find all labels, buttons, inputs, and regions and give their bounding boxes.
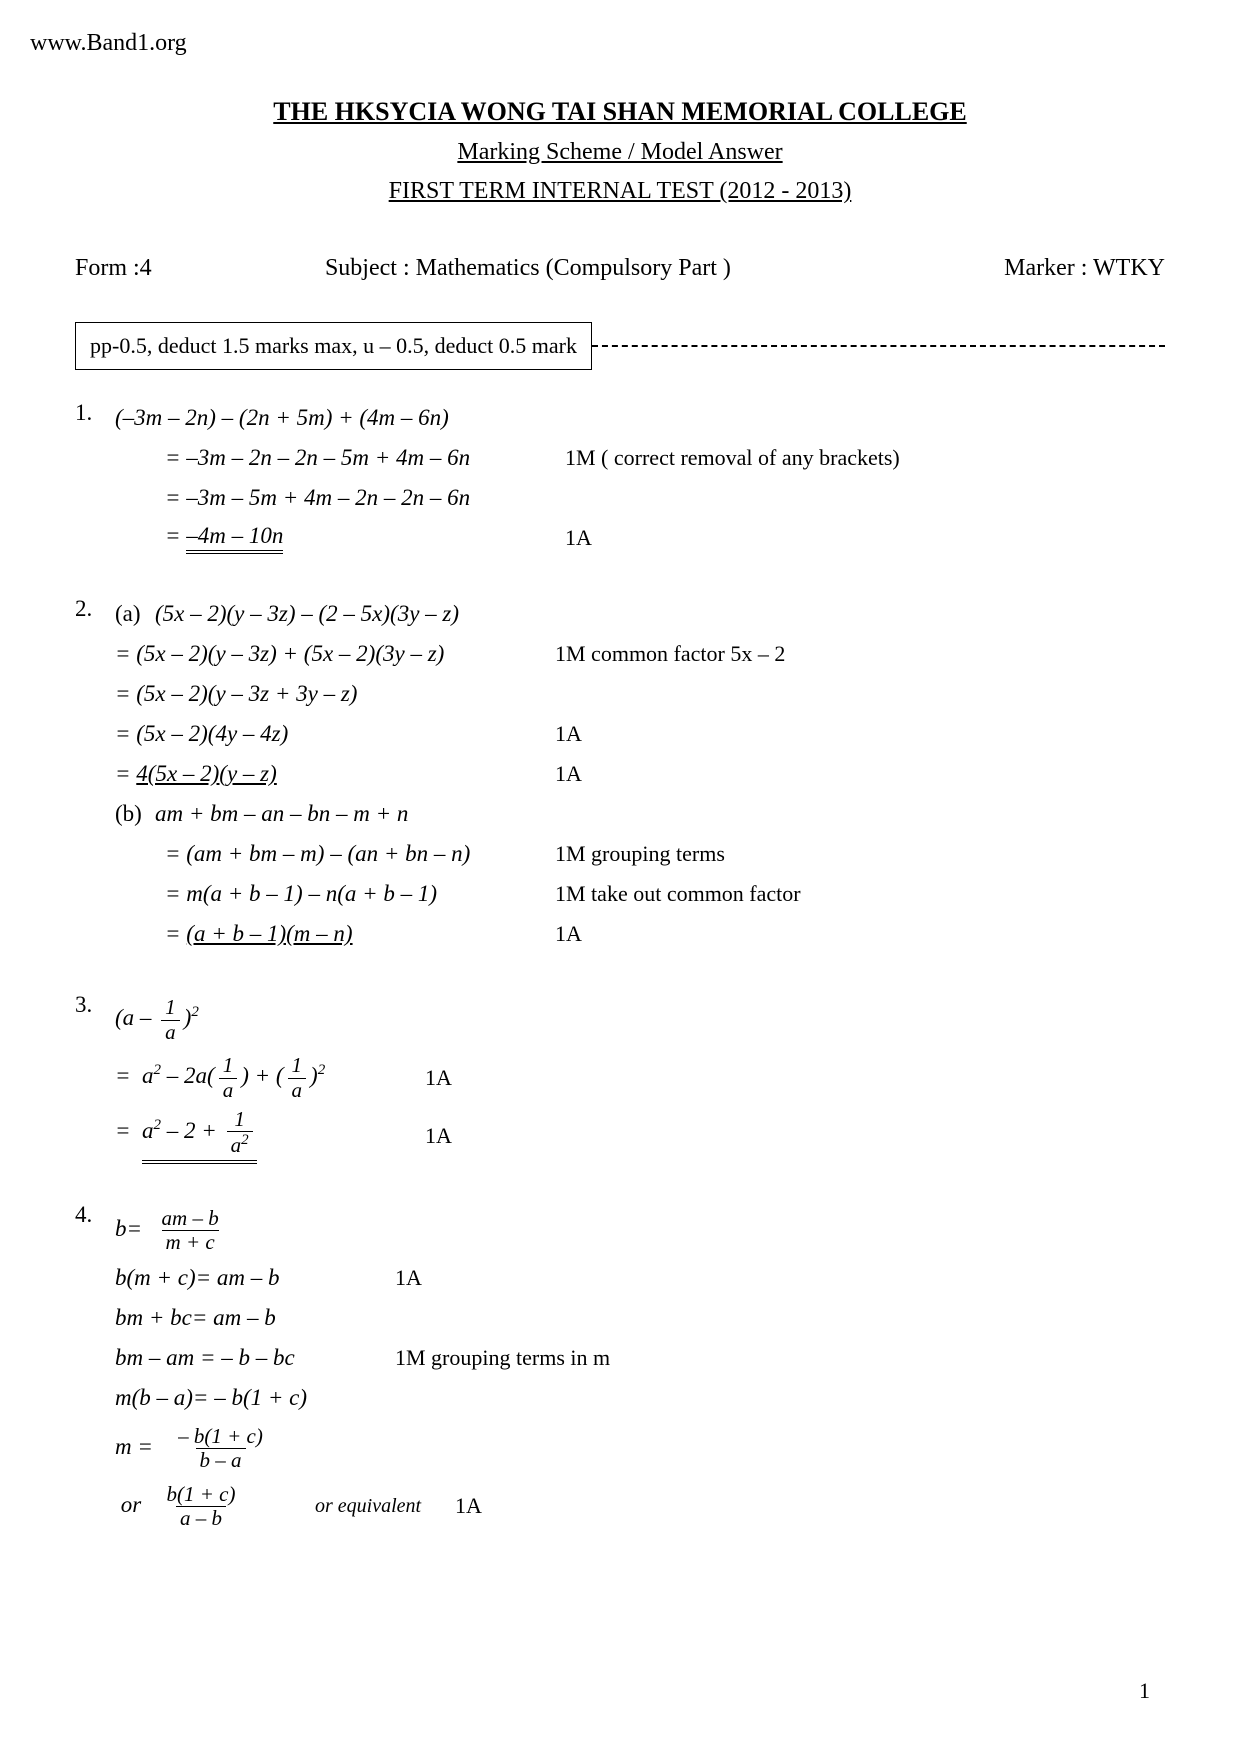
q2a-mark4: 1A	[555, 721, 582, 747]
q4-line2: b(m + c)= am – b	[115, 1265, 395, 1291]
q2a-mark5: 1A	[555, 761, 582, 787]
q4-line3: bm + bc= am – b	[115, 1305, 515, 1331]
q4-num: 4.	[75, 1202, 115, 1536]
question-2: 2. (a)(5x – 2)(y – 3z) – (2 – 5x)(3y – z…	[75, 596, 1165, 956]
q2a-line3: = (5x – 2)(y – 3z + 3y – z)	[115, 681, 515, 707]
note-row: pp-0.5, deduct 1.5 marks max, u – 0.5, d…	[75, 322, 1165, 370]
q2a-line4: = (5x – 2)(4y – 4z)	[115, 721, 555, 747]
q3-num: 3.	[75, 992, 115, 1166]
q2b-line3: = m(a + b – 1) – n(a + b – 1)	[165, 881, 555, 907]
q4-f1d: m + c	[162, 1230, 219, 1254]
q1-line1: (–3m – 2n) – (2n + 5m) + (4m – 6n)	[115, 405, 515, 431]
q2-num: 2.	[75, 596, 115, 956]
q4-m4t: 1M grouping terms in m	[395, 1345, 610, 1370]
q3-f1n: 1	[161, 996, 180, 1019]
q4-mpre: m =	[115, 1433, 153, 1458]
q4-eq: =	[127, 1215, 143, 1240]
watermark: www.Band1.org	[30, 30, 1165, 57]
q1-line2: = –3m – 2n – 2n – 5m + 4m – 6n	[165, 445, 565, 471]
q2b-line1: am + bm – an – bn – m + n	[155, 801, 555, 827]
q1-mark4: 1A	[565, 525, 592, 551]
meta-subject: Subject : Mathematics (Compulsory Part )	[325, 255, 731, 282]
q3-mark2: 1A	[425, 1065, 452, 1091]
q2b-l4pre: =	[165, 921, 186, 946]
meta-marker: Marker : WTKY	[1004, 255, 1165, 282]
meta-form: Form :4	[75, 255, 152, 282]
subtitle-scheme: Marking Scheme / Model Answer	[75, 139, 1165, 166]
q1-mark2: 1M ( correct removal of any brackets)	[565, 445, 900, 471]
q2b-line4: = (a + b – 1)(m – n)	[165, 921, 555, 947]
q4-line7: or b(1 + c)a – b	[115, 1483, 315, 1530]
q4-mark4: 1M grouping terms in m	[395, 1345, 610, 1371]
q2b-mark2: 1M grouping terms	[555, 841, 725, 867]
q4-marklast: 1A	[455, 1493, 482, 1519]
q2b-mark3: 1M take out common factor	[555, 881, 801, 907]
q2b-line2: = (am + bm – m) – (an + bn – n)	[165, 841, 555, 867]
q4-b: b	[115, 1215, 127, 1240]
q2a-l5ans: 4(5x – 2)(y – z)	[136, 761, 277, 786]
q4-or: or	[121, 1491, 141, 1516]
q3-line1: (a – 1a)2	[115, 996, 199, 1043]
q4-equiv: or equivalent	[315, 1495, 455, 1518]
question-4: 4. b= am – bm + c b(m + c)= am – b1A bm …	[75, 1202, 1165, 1536]
q4-f1n: am – b	[158, 1207, 223, 1230]
question-1: 1. (–3m – 2n) – (2n + 5m) + (4m – 6n) = …	[75, 400, 1165, 560]
page-number: 1	[1139, 1678, 1150, 1704]
q4-line5: m(b – a)= – b(1 + c)	[115, 1385, 515, 1411]
q2a-line2: = (5x – 2)(y – 3z) + (5x – 2)(3y – z)	[115, 641, 555, 667]
q2a-mark2: 1M common factor 5x – 2	[555, 641, 785, 667]
note-box: pp-0.5, deduct 1.5 marks max, u – 0.5, d…	[75, 322, 592, 370]
title-main: THE HKSYCIA WONG TAI SHAN MEMORIAL COLLE…	[75, 97, 1165, 127]
q4-f2n: – b(1 + c)	[174, 1425, 267, 1448]
q1-line4: = –4m – 10n	[165, 523, 565, 554]
q2b-l4ans: (a + b – 1)(m – n)	[186, 921, 352, 946]
q1-line3: = –3m – 5m + 4m – 2n – 2n – 6n	[165, 485, 565, 511]
q4-f3d: a – b	[176, 1506, 226, 1530]
q3-mark3: 1A	[425, 1123, 452, 1149]
q4-f3n: b(1 + c)	[162, 1483, 239, 1506]
q2b-mark4: 1A	[555, 921, 582, 947]
question-3: 3. (a – 1a)2 = a2 – 2a(1a) + (1a)2 1A = …	[75, 992, 1165, 1166]
q3-line2: = a2 – 2a(1a) + (1a)2	[115, 1054, 425, 1101]
q2a-line1: (5x – 2)(y – 3z) – (2 – 5x)(3y – z)	[155, 601, 555, 627]
q2-pb: (b)	[115, 801, 155, 827]
q3-eq2: =	[115, 1118, 131, 1143]
header: THE HKSYCIA WONG TAI SHAN MEMORIAL COLLE…	[75, 97, 1165, 205]
q1-num: 1.	[75, 400, 115, 560]
q3-f1d: a	[161, 1020, 180, 1044]
q4-line4: bm – am = – b – bc	[115, 1345, 395, 1371]
q3-line3: = a2 – 2 + 1a2	[115, 1108, 425, 1164]
q1-l4pre: =	[165, 523, 186, 548]
subtitle-term: FIRST TERM INTERNAL TEST (2012 - 2013)	[75, 178, 1165, 205]
q2a-line5: = 4(5x – 2)(y – z)	[115, 761, 555, 787]
q4-f2d: b – a	[196, 1448, 246, 1472]
q3-sq1: 2	[191, 1005, 199, 1021]
meta-row: Form :4 Subject : Mathematics (Compulsor…	[75, 255, 1165, 282]
q2a-l5pre: =	[115, 761, 136, 786]
dashline	[592, 345, 1165, 347]
q2-pa: (a)	[115, 601, 155, 627]
q4-line6: m = – b(1 + c)b – a	[115, 1425, 271, 1472]
q1-l4ans: –4m – 10n	[186, 523, 283, 554]
q3-eq1: =	[115, 1063, 131, 1088]
q4-line1: b= am – bm + c	[115, 1207, 227, 1254]
q4-mark2: 1A	[395, 1265, 422, 1291]
